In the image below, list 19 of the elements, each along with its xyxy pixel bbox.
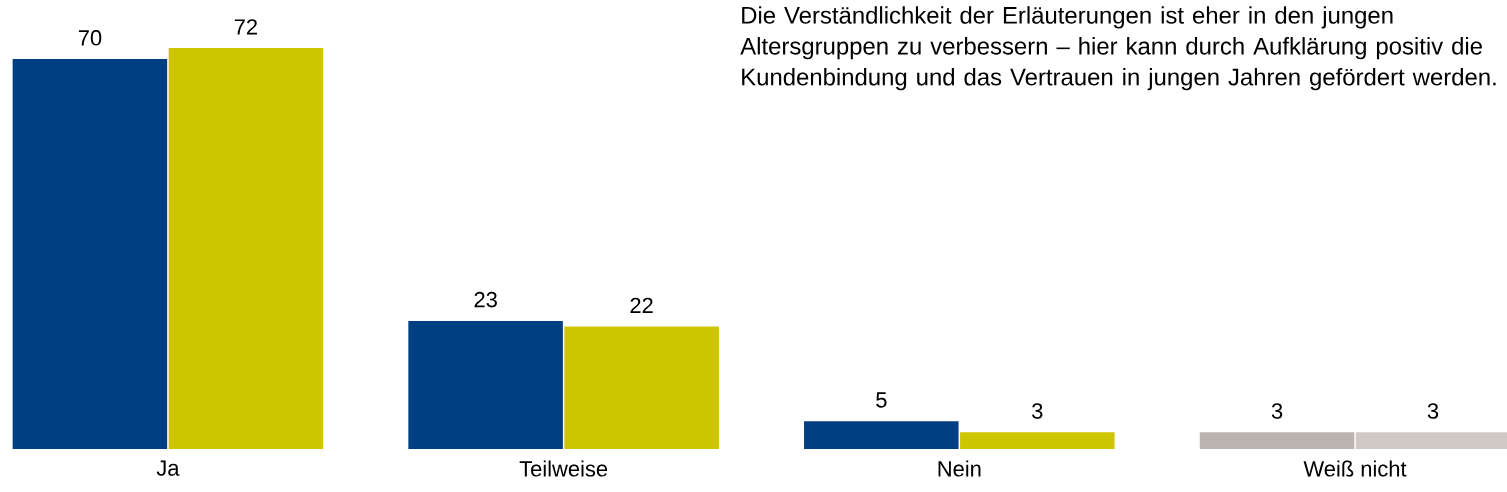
- bar: [12, 59, 168, 449]
- x-tick-label: Ja: [156, 460, 180, 476]
- bar: [804, 421, 959, 449]
- data-label: 23: [474, 291, 497, 308]
- x-tick-label: Nein: [938, 460, 981, 477]
- data-label: 72: [234, 19, 257, 35]
- bar: [408, 320, 563, 449]
- bar: [960, 432, 1115, 449]
- data-label: 5: [876, 392, 887, 408]
- data-label: 3: [1427, 403, 1439, 419]
- data-label: 3: [1271, 403, 1283, 419]
- annotation: Die Verständlichkeit der Erläuterungen ist eher in den jungen Altersgruppen zu verbessern – hier kann durch Aufklärung positiv die Kundenbindung und das Vertrauen in jungen Jahren gefördert werden.: [740, 6, 1496, 91]
- data-label: 22: [630, 297, 653, 313]
- data-label: 3: [1032, 403, 1043, 419]
- x-tick-label: Weiß nicht: [1303, 460, 1407, 477]
- data-label: 70: [78, 30, 102, 46]
- bar: [168, 47, 324, 449]
- bar: [564, 326, 719, 449]
- x-tick-label: Teilweise: [519, 460, 608, 477]
